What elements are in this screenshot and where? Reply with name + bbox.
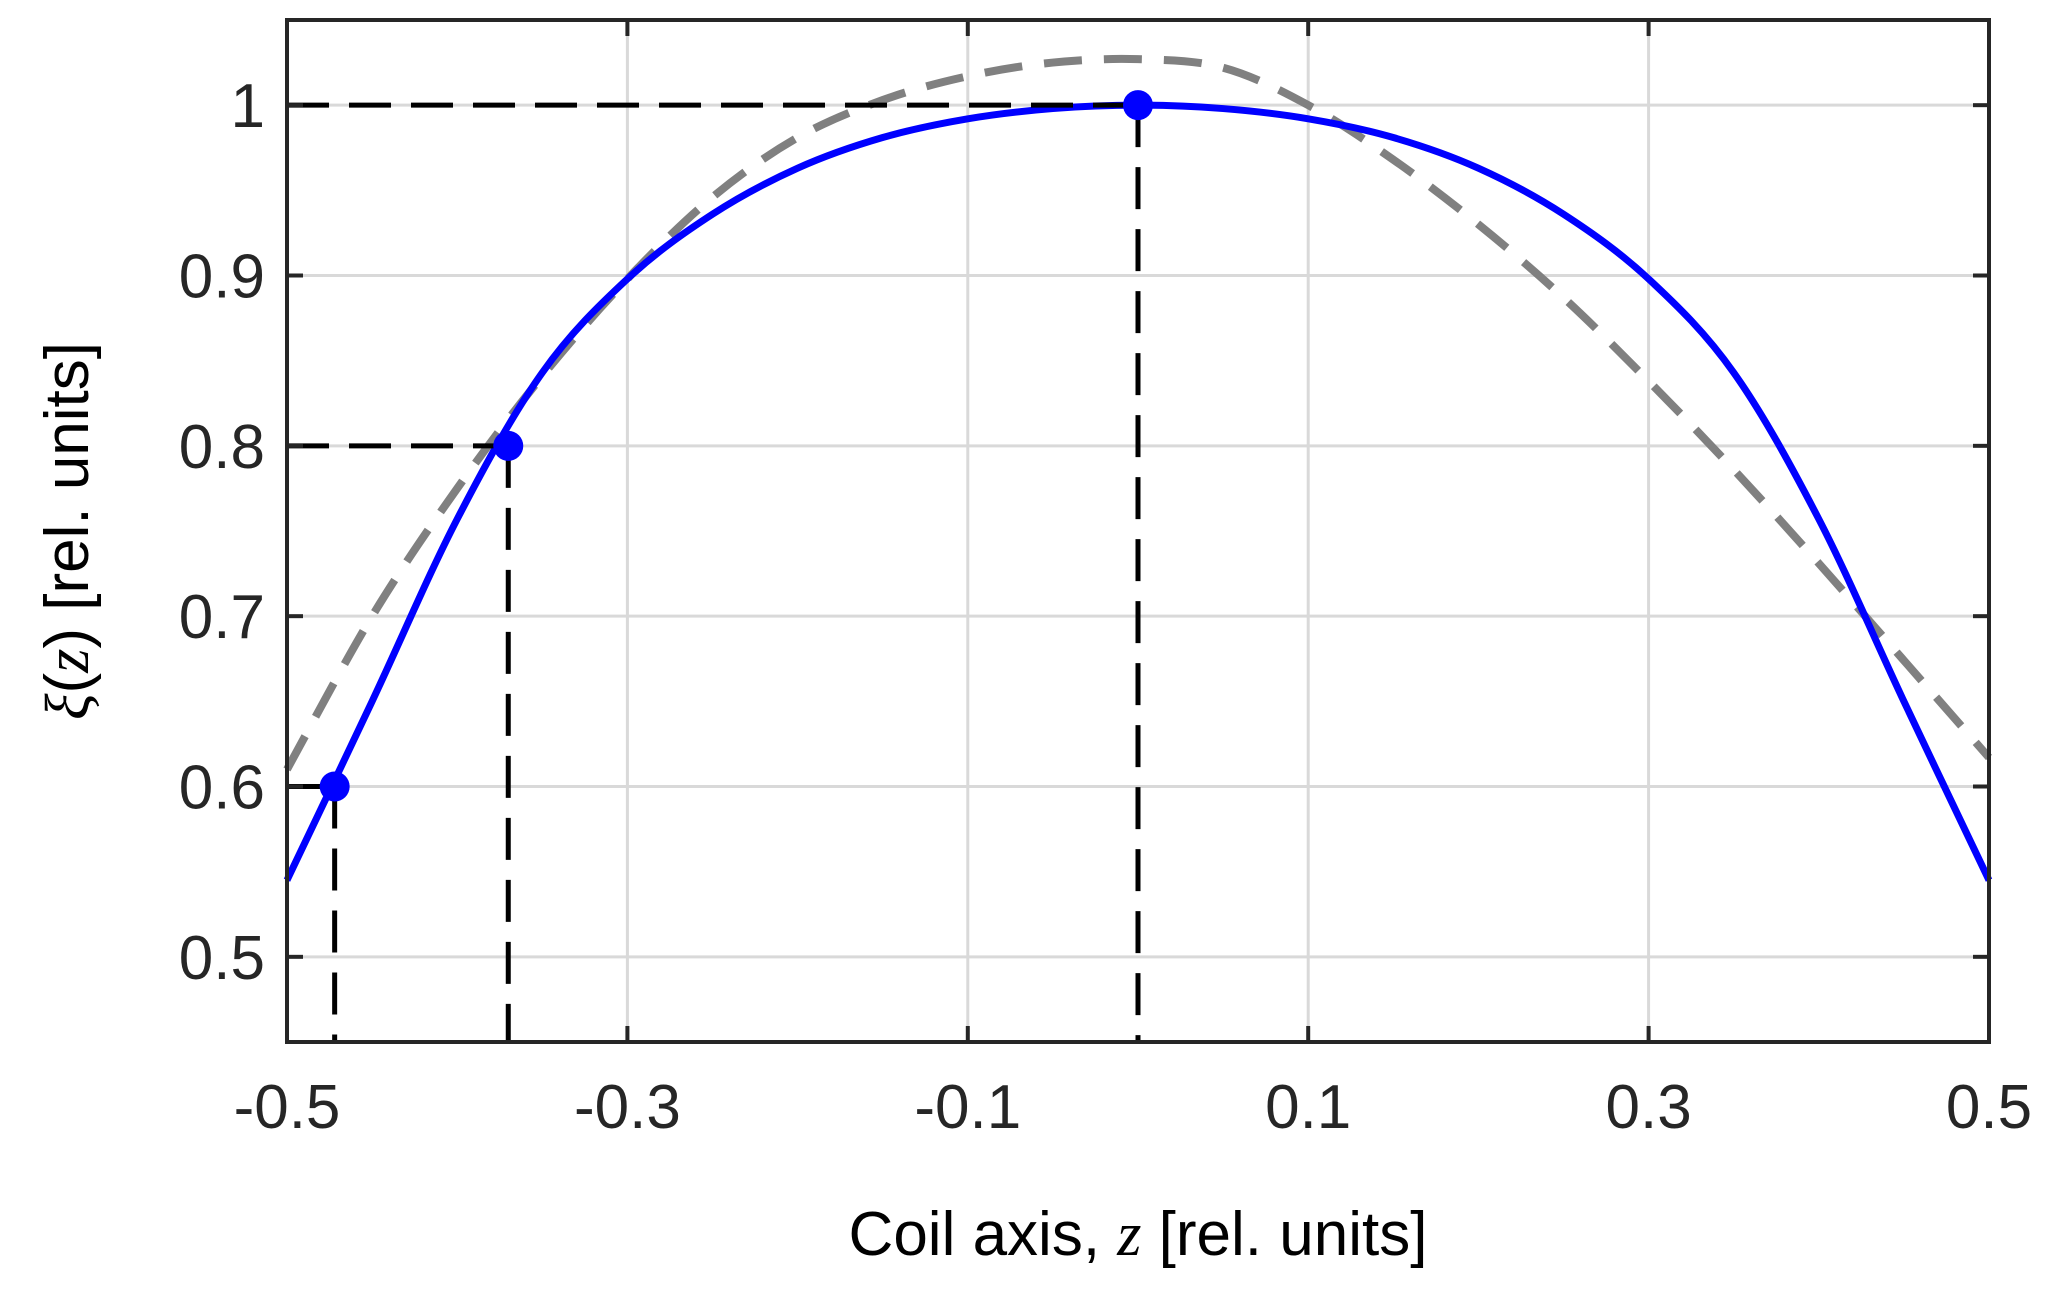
x-tick-label: -0.1 [914, 1073, 1021, 1142]
x-tick-label: -0.3 [574, 1073, 681, 1142]
plot-frame [285, 18, 1991, 1044]
data-marker [319, 771, 350, 802]
tick-labels: -0.5 -0.3 -0.1 0.1 0.3 0.5 0.5 0.6 0.7 0.8 0.9 1 [179, 72, 2032, 1142]
data-marker [1123, 90, 1153, 121]
marker-layer [319, 90, 1153, 802]
y-tick-label: 1 [231, 72, 265, 141]
x-tick-label: -0.5 [234, 1073, 341, 1142]
data-marker [493, 430, 524, 461]
x-axis-label: Coil axis, z [rel. units] [849, 1200, 1428, 1269]
x-tick-label: 0.1 [1265, 1073, 1351, 1142]
x-tick-label: 0.3 [1605, 1073, 1691, 1142]
y-tick-label: 0.5 [179, 924, 265, 993]
dashed-gray-series-line [283, 54, 1993, 772]
y-tick-label: 0.9 [179, 243, 265, 312]
x-tick-label: 0.5 [1946, 1073, 2032, 1142]
y-axis-label: ξ(z) [rel. units] [33, 342, 102, 720]
y-tick-label: 0.7 [179, 583, 265, 652]
tick-marks [285, 20, 1991, 1042]
y-tick-label: 0.8 [179, 413, 265, 482]
y-tick-label: 0.6 [179, 754, 265, 823]
